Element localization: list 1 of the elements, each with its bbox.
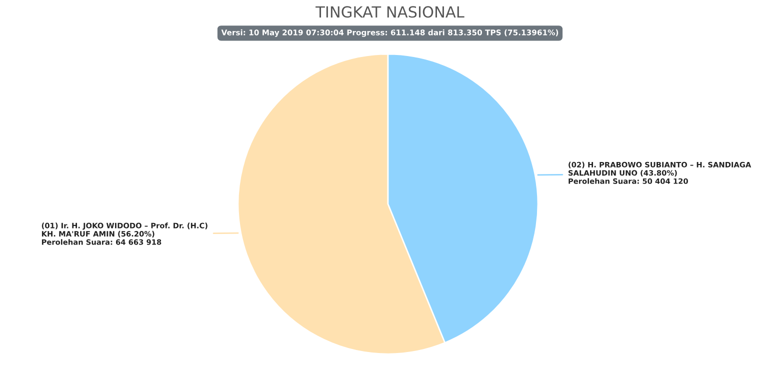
chart-title: TINGKAT NASIONAL <box>316 6 464 18</box>
